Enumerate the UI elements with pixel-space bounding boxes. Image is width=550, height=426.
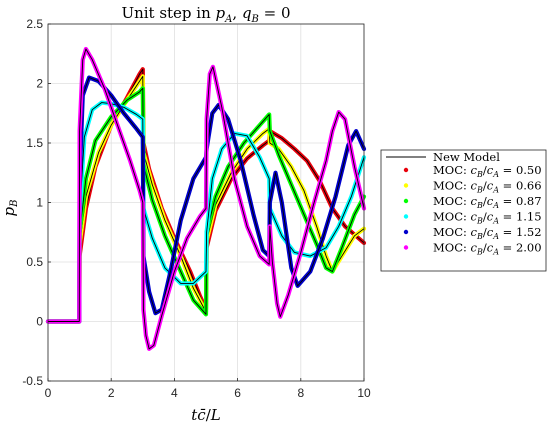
legend-box xyxy=(380,149,547,272)
legend-marker-0.87 xyxy=(403,198,409,204)
x-tick-label: 8 xyxy=(297,386,304,400)
y-tick-label: 0 xyxy=(36,315,43,329)
legend-label-0.87: MOC: cB/cA = 0.87 xyxy=(433,194,542,210)
legend-label-1.52: MOC: cB/cA = 1.52 xyxy=(433,225,542,241)
legend-label-2.00: MOC: cB/cA = 2.00 xyxy=(433,241,542,257)
legend-label-0.50: MOC: cB/cA = 0.50 xyxy=(433,163,542,179)
legend-marker-1.52 xyxy=(403,229,409,235)
legend-marker-0.66 xyxy=(403,183,409,188)
model-series-line xyxy=(48,48,365,350)
y-tick-label: -0.5 xyxy=(22,374,43,388)
x-tick-label: 6 xyxy=(234,386,241,400)
plot-frame xyxy=(47,23,365,382)
series-layer xyxy=(45,46,367,351)
y-axis-label: pB xyxy=(0,200,20,217)
x-tick-label: 0 xyxy=(45,386,52,400)
legend-marker-0.50 xyxy=(403,167,409,173)
axis-ticks: 0 2 4 6 8 10-0.500.511.522.5 xyxy=(22,17,371,400)
y-tick-label: 1.5 xyxy=(26,136,43,150)
legend-label-0.66: MOC: cB/cA = 0.66 xyxy=(433,179,542,195)
y-tick-label: 0.5 xyxy=(26,255,43,269)
x-tick-label: 4 xyxy=(171,386,178,400)
chart-title: Unit step in pA, qB = 0 xyxy=(121,4,290,25)
y-tick-label: 2 xyxy=(36,77,43,91)
legend-marker-2.00 xyxy=(403,245,409,250)
x-tick-label: 2 xyxy=(108,386,115,400)
legend-model-label: New Model xyxy=(433,150,500,164)
model-series-line xyxy=(48,102,365,322)
legend-label-1.15: MOC: cB/cA = 1.15 xyxy=(433,210,542,226)
y-tick-label: 1 xyxy=(36,196,43,210)
legend-marker-1.15 xyxy=(403,214,409,219)
y-tick-label: 2.5 xyxy=(26,17,43,31)
series-2.00 xyxy=(45,46,367,351)
x-axis-label: tc̄/L xyxy=(191,406,221,424)
x-tick-label: 10 xyxy=(357,386,371,400)
